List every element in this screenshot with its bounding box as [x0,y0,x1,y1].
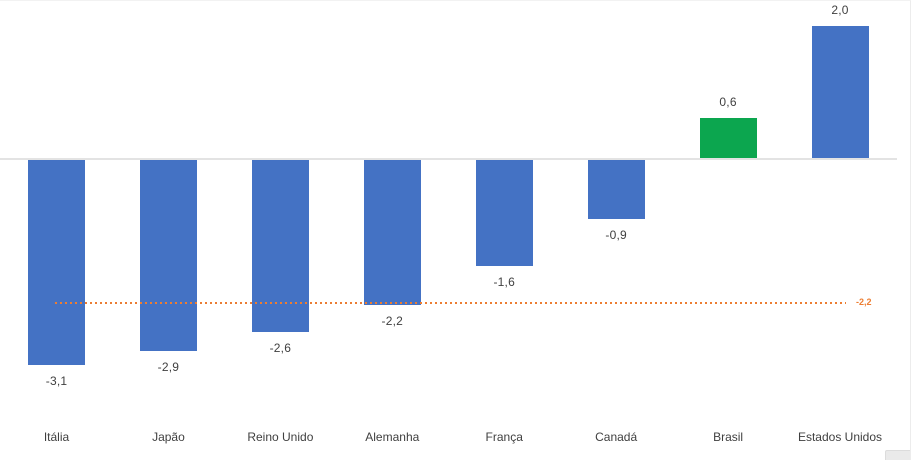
bar-value-label-alemanha: -2,2 [381,314,404,329]
bar-brasil [699,118,757,158]
category-label-japao: Japão [152,430,185,444]
scrollbar-corner-fragment [885,450,910,460]
bar-value-label-brasil: 0,6 [719,95,737,110]
bar-alemanha [363,160,421,306]
bar-reino-unido [251,160,309,332]
bar-value-label-estados-unidos: 2,0 [831,3,849,17]
bar-italia [28,160,85,365]
bar-canada [587,160,645,220]
bar-value-label-japao: -2,9 [157,360,180,375]
bar-franca [475,160,533,266]
bar-value-label-reino-unido: -2,6 [269,340,292,355]
bar-value-label-franca: -1,6 [493,274,515,289]
category-label-brasil: Brasil [713,430,744,444]
category-label-estados-unidos: Estados Unidos [797,430,883,444]
category-label-alemanha: Alemanha [365,430,420,444]
reference-line [55,302,846,305]
category-label-canada: Canadá [595,430,638,444]
category-label-franca: França [485,430,523,444]
category-label-reino-unido: Reino Unido [247,430,314,444]
bar-estados-unidos [811,26,869,158]
reference-line-label: -2,2 [856,297,872,308]
bar-value-label-italia: -3,1 [45,373,68,388]
bar-value-label-canada: -0,9 [605,228,627,243]
category-label-italia: Itália [43,430,70,444]
bar-japao [139,160,197,352]
x-axis-line [0,158,897,160]
